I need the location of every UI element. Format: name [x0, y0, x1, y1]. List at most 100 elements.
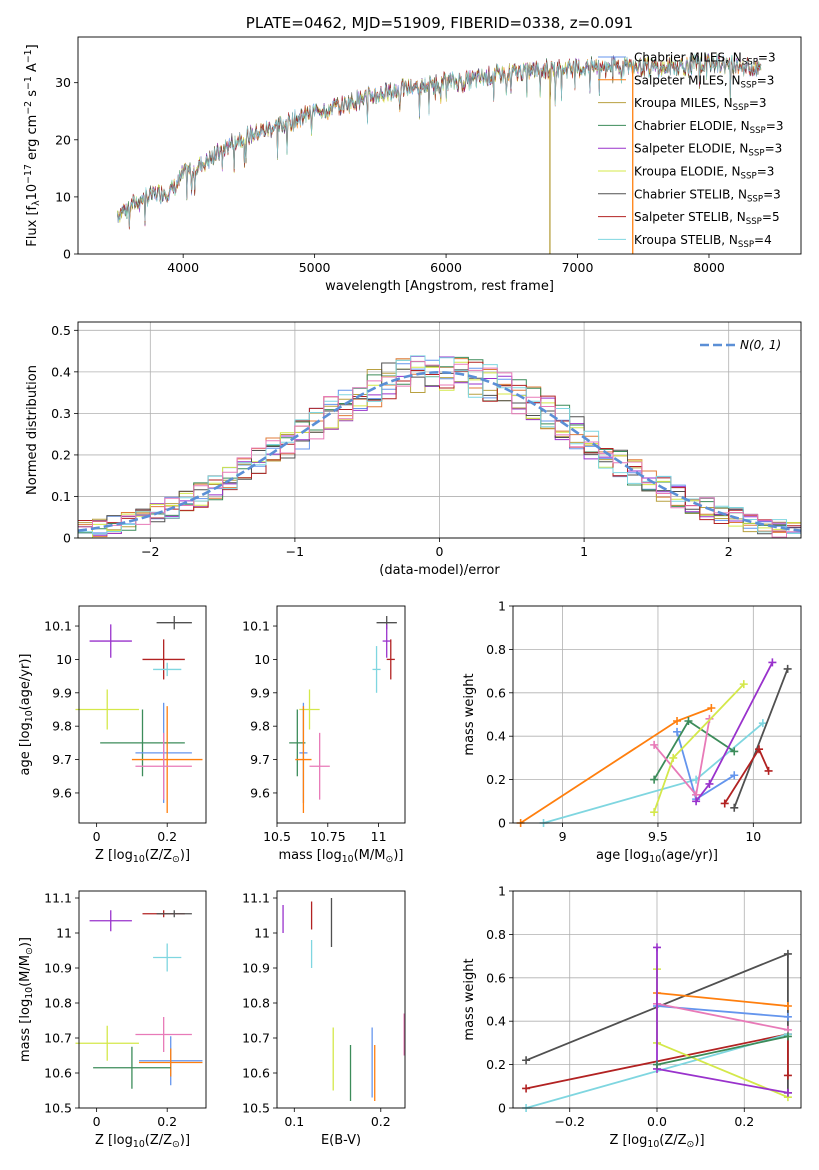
- mass-weight-marker: [730, 803, 739, 812]
- plot-frame: [512, 890, 802, 1109]
- y-tick-label: 10.9: [242, 961, 270, 976]
- legend-label: Salpeter STELIB, NSSP​=5: [634, 210, 780, 227]
- plot-frame: [77, 36, 802, 255]
- x-axis-label: E(B-V): [321, 1133, 361, 1148]
- y-tick-label: 10.8: [44, 996, 72, 1011]
- y-tick-label: 9.7: [52, 752, 72, 767]
- x-tick-label: 7000: [562, 260, 594, 275]
- x-tick-label: −0.2: [555, 1114, 585, 1129]
- x-axis-label: Z [log10​(Z/Z⊙​)]: [95, 1133, 190, 1150]
- x-axis-label: (data-model)/error: [379, 563, 500, 578]
- mass-weight-marker: [730, 747, 739, 756]
- mass-weight-marker: [783, 1071, 792, 1080]
- x-axis-label: Z [log10​(Z/Z⊙​)]: [609, 1133, 704, 1150]
- y-tick-label: 10.1: [44, 619, 72, 634]
- legend-label: Chabrier ELODIE, NSSP​=3: [634, 119, 783, 136]
- mass-weight-marker: [783, 1002, 792, 1011]
- y-axis-label: Flux [fλ​10−17​ erg cm−2​ s−1​ A−1​]: [23, 44, 42, 246]
- x-tick-label: 9: [559, 829, 567, 844]
- x-tick-label: 10: [745, 829, 761, 844]
- mass-weight-marker: [783, 1032, 792, 1041]
- y-tick-label: 10.7: [242, 1031, 270, 1046]
- y-tick-label: 10.5: [242, 1101, 270, 1116]
- mass-weight-marker: [522, 1084, 531, 1093]
- y-tick-label: 11.1: [242, 891, 270, 906]
- mass-weight-line: [656, 992, 788, 1007]
- normal-distribution-curve: [77, 370, 802, 532]
- plot-frame: [78, 605, 207, 824]
- y-tick-label: 0.4: [51, 364, 71, 379]
- mass-weight-marker: [673, 727, 682, 736]
- y-tick-label: 11.1: [44, 891, 72, 906]
- y-tick-label: 0.6: [486, 970, 506, 985]
- legend-label: N(0, 1): [740, 338, 781, 352]
- mass-weight-line: [656, 969, 789, 1099]
- chart-title: PLATE=0462, MJD=51909, FIBERID=0338, z=0…: [246, 14, 633, 32]
- mass-weight-vs-age-panel: 9 9.5 10 0 0.2 0.4 0.6 0.8 1 age [log10​(age/yr)]…: [462, 599, 802, 865]
- mass-weight-marker: [707, 703, 716, 712]
- mass-weight-marker: [669, 753, 678, 762]
- y-tick-label: 10.6: [242, 1066, 270, 1081]
- y-tick-label: 10: [56, 652, 72, 667]
- y-tick-label: 0.4: [486, 729, 506, 744]
- mass-vs-metallicity-panel: 0 0.2 10.5 10.6 10.7 10.8 10.9 11 11.1 Z [log10​(…: [18, 890, 207, 1150]
- y-axis-label: mass weight: [462, 958, 477, 1040]
- mass-weight-marker: [783, 1012, 792, 1021]
- y-tick-label: 0: [63, 247, 71, 262]
- mass-weight-marker: [650, 808, 659, 817]
- mass-weight-marker: [673, 717, 682, 726]
- mass-weight-vs-metallicity-panel: −0.2 0.0 0.2 0 0.2 0.4 0.6 0.8 1 Z [log10​(Z/Z⊙​)…: [462, 884, 802, 1150]
- y-tick-label: 0.2: [51, 447, 71, 462]
- mass-weight-line: [520, 707, 712, 824]
- mass-weight-marker: [739, 680, 748, 689]
- plot-frame: [78, 890, 207, 1109]
- y-axis-label: age [log10​(age/yr)]: [18, 654, 35, 776]
- y-axis-label: Normed distribution: [25, 365, 40, 495]
- y-tick-label: 0: [498, 1101, 506, 1116]
- mass-weight-marker: [653, 1060, 661, 1069]
- y-tick-label: 10.7: [44, 1031, 72, 1046]
- x-tick-label: 0.2: [734, 1114, 754, 1129]
- y-tick-label: 0.8: [486, 927, 506, 942]
- spectrum-line-kroupa-stelib: [117, 53, 762, 227]
- legend-label: Kroupa MILES, NSSP​=3: [634, 96, 767, 113]
- y-tick-label: 0.1: [51, 489, 71, 504]
- y-tick-label: 0.2: [486, 1057, 506, 1072]
- x-tick-label: 0: [93, 829, 101, 844]
- x-tick-label: 0.1: [284, 1114, 304, 1129]
- x-tick-label: 0: [93, 1114, 101, 1129]
- y-tick-label: 9.9: [250, 685, 270, 700]
- y-tick-label: 1: [498, 599, 506, 614]
- mass-weight-line: [656, 1002, 789, 1031]
- x-tick-label: 5000: [299, 260, 331, 275]
- x-tick-label: 11: [371, 829, 387, 844]
- y-tick-label: 0.6: [486, 685, 506, 700]
- y-tick-label: 9.9: [52, 685, 72, 700]
- legend-label: Kroupa STELIB, NSSP​=4: [634, 233, 772, 250]
- x-tick-label: 8000: [693, 260, 725, 275]
- mass-weight-marker: [758, 719, 767, 728]
- residuals-panel: −2 −1 0 1 2 0 0.1 0.2 0.3 0.4 0.5 (data-model)/erro…: [25, 321, 802, 578]
- y-tick-label: 1: [498, 884, 506, 899]
- mass-weight-marker: [730, 771, 739, 780]
- mass-weight-marker: [783, 949, 792, 958]
- x-axis-label: age [log10​(age/yr)]: [596, 848, 718, 865]
- mass-weight-line: [656, 1035, 789, 1066]
- mass-weight-marker: [684, 717, 693, 726]
- y-tick-label: 0.3: [51, 406, 71, 421]
- y-tick-label: 0.8: [486, 642, 506, 657]
- y-tick-label: 9.6: [52, 785, 72, 800]
- y-tick-label: 9.7: [250, 752, 270, 767]
- mass-weight-marker: [650, 740, 659, 749]
- mass-weight-marker: [522, 1056, 531, 1065]
- x-tick-label: 0.2: [157, 829, 177, 844]
- plot-frame: [512, 605, 802, 824]
- mass-weight-line: [733, 668, 789, 809]
- y-tick-label: 0: [63, 531, 71, 546]
- x-tick-label: 2: [725, 544, 733, 559]
- mass-weight-marker: [720, 799, 729, 808]
- x-axis-label: mass [log10​(M/M⊙​)]: [279, 848, 404, 865]
- y-tick-label: 10.8: [242, 996, 270, 1011]
- x-tick-label: −2: [141, 544, 159, 559]
- x-tick-label: 0.0: [647, 1114, 667, 1129]
